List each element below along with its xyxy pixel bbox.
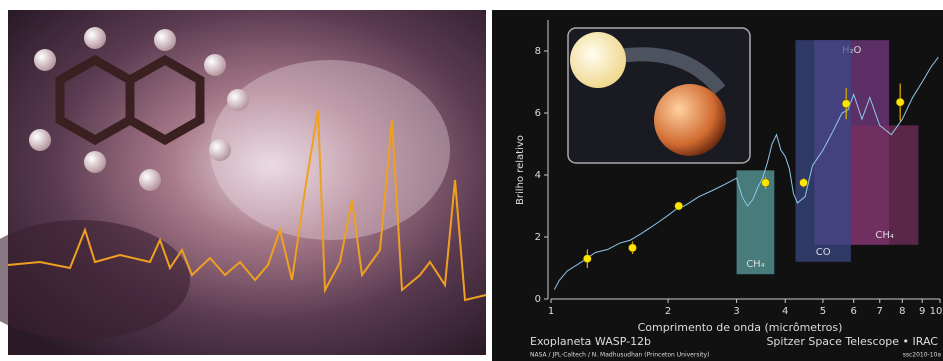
data-point xyxy=(762,179,770,187)
x-tick-label: 7 xyxy=(877,306,883,317)
x-axis-label: Comprimento de onda (micrômetros) xyxy=(638,321,843,334)
y-tick-label: 4 xyxy=(535,170,541,181)
x-tick-label: 6 xyxy=(851,306,857,317)
x-tick-label: 8 xyxy=(899,306,905,317)
x-tick-label: 5 xyxy=(820,306,826,317)
x-tick-label: 10 xyxy=(930,306,943,317)
data-point xyxy=(800,179,808,187)
data-point xyxy=(629,244,637,252)
y-tick-label: 6 xyxy=(535,108,541,119)
band-label: CH₄ xyxy=(746,259,765,270)
credit: NASA / JPL-Caltech / N. Madhusudhan (Pri… xyxy=(530,352,709,359)
nebula-image xyxy=(0,10,486,355)
caption: Exoplaneta WASP-12b xyxy=(530,335,651,348)
image-id: ssc2010-10a xyxy=(903,352,942,359)
band xyxy=(851,125,919,244)
band-label: CO xyxy=(816,247,831,258)
y-tick-label: 2 xyxy=(535,232,541,243)
x-tick-label: 2 xyxy=(665,306,671,317)
inset-image xyxy=(568,28,750,163)
instrument: Spitzer Space Telescope • IRAC xyxy=(766,335,938,348)
data-point xyxy=(842,100,850,108)
y-tick-label: 0 xyxy=(535,294,541,305)
x-tick-label: 3 xyxy=(733,306,739,317)
y-axis-label: Brilho relativo xyxy=(515,135,526,205)
band xyxy=(795,40,850,262)
data-point xyxy=(583,255,591,263)
x-tick-label: 4 xyxy=(782,306,788,317)
band-label: CH₄ xyxy=(875,230,894,241)
screenshot: CH₄H₂OCOCH₄ Brilho relativo Comprimento … xyxy=(0,0,943,361)
data-point xyxy=(896,98,904,106)
page: CH₄H₂OCOCH₄ Brilho relativo Comprimento … xyxy=(0,0,943,361)
data-point xyxy=(675,202,683,210)
x-tick-label: 9 xyxy=(919,306,925,317)
y-tick-label: 8 xyxy=(535,46,541,57)
x-tick-label: 1 xyxy=(548,306,554,317)
